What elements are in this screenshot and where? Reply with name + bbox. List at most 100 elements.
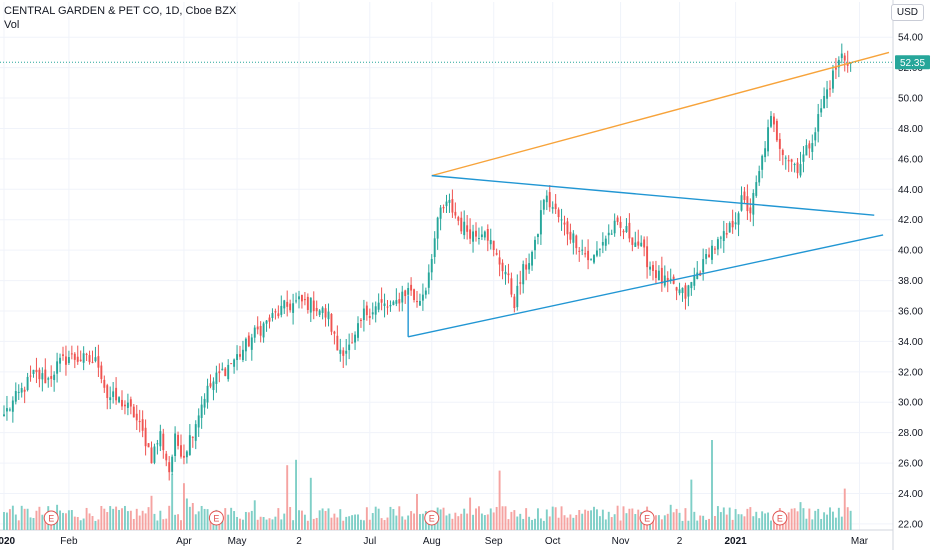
- candle-body: [185, 451, 188, 458]
- volume-bar: [330, 517, 333, 530]
- earnings-label[interactable]: E: [644, 514, 650, 524]
- volume-bar: [300, 510, 303, 530]
- candle-body: [395, 300, 398, 304]
- volume-bar: [416, 494, 418, 530]
- y-tick-label: 28.00: [898, 428, 923, 439]
- y-tick-label: 22.00: [898, 519, 923, 530]
- volume-bar: [675, 508, 678, 530]
- candle-body: [743, 191, 746, 200]
- earnings-marker[interactable]: [772, 510, 788, 526]
- y-tick-label: 48.00: [898, 124, 923, 135]
- candle-body: [138, 420, 141, 423]
- volume-bar: [469, 497, 472, 530]
- volume-bar: [354, 514, 357, 530]
- candle-body: [271, 313, 274, 319]
- candle-body: [439, 207, 442, 219]
- volume-bar: [593, 506, 595, 530]
- volume-bar: [197, 511, 200, 530]
- candle-body: [454, 211, 457, 216]
- x-tick-label: 2020: [0, 536, 16, 547]
- symbol-title[interactable]: CENTRAL GARDEN & PET CO, 1D, Cboe BZX: [4, 5, 237, 17]
- volume-bar: [383, 520, 386, 530]
- volume-bar: [619, 520, 622, 530]
- earnings-marker[interactable]: [43, 510, 59, 526]
- candle-body: [103, 379, 106, 388]
- candle-body: [398, 299, 401, 304]
- volume-bar: [79, 520, 82, 530]
- earnings-label[interactable]: E: [429, 514, 435, 524]
- candle-body: [339, 349, 342, 354]
- candle-body: [70, 353, 73, 355]
- volume-bar: [357, 514, 359, 530]
- volume-bar: [660, 519, 663, 530]
- volume-bar: [298, 510, 300, 530]
- volume-bar: [26, 508, 29, 530]
- candle-body: [5, 408, 8, 412]
- candle-body: [622, 230, 625, 233]
- volume-bar: [702, 515, 705, 530]
- earnings-label[interactable]: E: [213, 514, 219, 524]
- volume-bar: [607, 511, 610, 530]
- volume-bar: [843, 488, 846, 530]
- x-tick-label: Sep: [485, 536, 503, 547]
- candle-body: [73, 353, 76, 360]
- earnings-marker[interactable]: [639, 510, 655, 526]
- volume-bar: [115, 506, 118, 530]
- candle-body: [206, 385, 209, 403]
- volume-bar: [849, 510, 852, 530]
- volume-bar: [531, 519, 534, 530]
- volume-bar: [820, 518, 823, 530]
- earnings-label[interactable]: E: [48, 514, 54, 524]
- trendline[interactable]: [431, 51, 890, 177]
- candle-body: [88, 355, 91, 363]
- candle-body: [62, 354, 64, 356]
- candle-body: [253, 327, 256, 338]
- volume-bar: [336, 517, 339, 530]
- volume-bar: [244, 511, 247, 530]
- candle-body: [705, 254, 708, 259]
- candle-body: [162, 433, 165, 451]
- candle-body: [598, 248, 601, 250]
- candle-body: [182, 455, 185, 458]
- trendline[interactable]: [408, 234, 884, 338]
- trendline[interactable]: [431, 174, 875, 216]
- candle-body: [551, 207, 554, 209]
- volume-bar: [566, 517, 569, 530]
- currency-button[interactable]: USD: [890, 4, 924, 21]
- volume-bar: [654, 515, 657, 530]
- earnings-marker[interactable]: [208, 510, 224, 526]
- candle-body: [265, 320, 268, 324]
- volume-bar: [398, 506, 401, 530]
- y-tick-label: 46.00: [898, 154, 923, 165]
- volume-bar: [171, 474, 174, 530]
- candle-body: [188, 435, 191, 455]
- volume-bar: [563, 515, 566, 530]
- x-tick-label: Mar: [851, 536, 869, 547]
- volume-bar: [489, 508, 492, 530]
- volume-bar: [315, 517, 318, 530]
- volume-bar: [103, 508, 106, 530]
- candle-body: [377, 302, 380, 310]
- candle-body: [811, 143, 814, 152]
- volume-bar: [141, 510, 144, 530]
- volume-bar: [188, 506, 191, 530]
- y-tick-label: 50.00: [898, 94, 923, 105]
- y-tick-label: 24.00: [898, 489, 923, 500]
- earnings-marker[interactable]: [424, 510, 440, 526]
- candle-body: [457, 217, 460, 221]
- candle-body: [277, 313, 280, 317]
- volume-indicator-label[interactable]: Vol: [4, 19, 20, 31]
- candle-body: [764, 148, 767, 158]
- candle-body: [731, 220, 734, 228]
- candle-body: [758, 171, 761, 183]
- candle-body: [416, 301, 418, 303]
- volume-bar: [153, 513, 156, 530]
- earnings-label[interactable]: E: [777, 514, 783, 524]
- candle-body: [26, 376, 29, 391]
- candle-body: [595, 250, 598, 256]
- candle-body: [100, 365, 103, 380]
- candle-body: [737, 213, 740, 225]
- volume-bar: [652, 520, 654, 530]
- volume-bar: [767, 512, 770, 530]
